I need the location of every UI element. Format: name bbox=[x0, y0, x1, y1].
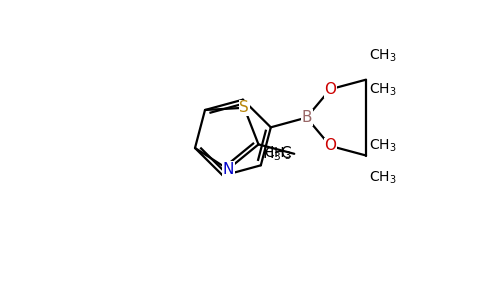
Text: $\mathregular{H_3C}$: $\mathregular{H_3C}$ bbox=[261, 145, 292, 163]
Text: O: O bbox=[324, 138, 336, 153]
Text: B: B bbox=[301, 110, 312, 125]
Text: CH$_3$: CH$_3$ bbox=[264, 146, 291, 162]
Text: CH$_3$: CH$_3$ bbox=[369, 137, 397, 154]
Text: CH$_3$: CH$_3$ bbox=[369, 47, 397, 64]
Text: CH$_3$: CH$_3$ bbox=[369, 82, 397, 98]
Text: N: N bbox=[222, 162, 234, 177]
Text: CH$_3$: CH$_3$ bbox=[369, 169, 397, 186]
Text: S: S bbox=[240, 100, 249, 115]
Text: O: O bbox=[324, 82, 336, 97]
